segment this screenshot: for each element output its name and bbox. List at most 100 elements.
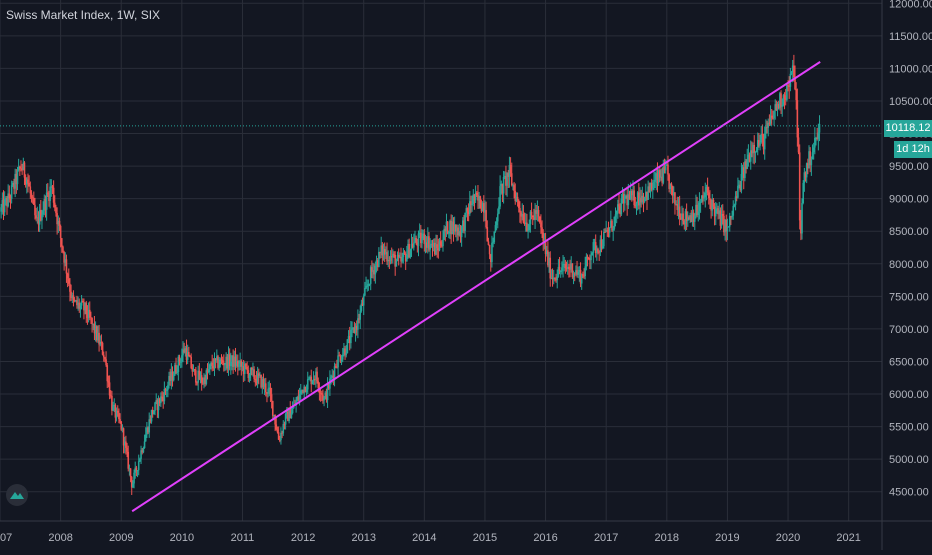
candle-body: [50, 186, 53, 188]
candle-body: [247, 370, 250, 378]
candle-body: [432, 242, 435, 247]
last-price-badge: 10118.12: [884, 120, 932, 137]
candle-body: [586, 256, 589, 259]
candle-body: [256, 373, 259, 384]
candle-body: [493, 231, 496, 243]
candle-body: [209, 364, 211, 370]
candle-body: [193, 369, 196, 371]
candle-body: [174, 365, 176, 376]
candle-body: [139, 458, 141, 462]
candle-body: [266, 392, 268, 394]
candle-body: [109, 395, 112, 397]
candle-body: [453, 224, 456, 232]
candle-body: [428, 236, 430, 250]
candle-body: [418, 232, 421, 234]
candle-body: [794, 77, 796, 90]
candle-body: [526, 222, 528, 232]
candle-body: [686, 217, 689, 221]
candle-body: [424, 242, 427, 245]
candle-body: [706, 187, 709, 193]
candle-body: [787, 85, 789, 87]
candle-body: [704, 192, 707, 198]
candle-body: [817, 132, 820, 139]
candle-body: [774, 104, 777, 111]
candle-body: [169, 376, 171, 381]
candle-body: [578, 269, 581, 272]
candle-body: [80, 300, 83, 306]
candle-body: [591, 252, 593, 256]
candle-body: [170, 371, 173, 381]
candle-body: [57, 220, 60, 225]
candle-body: [662, 166, 665, 183]
candle-body: [732, 205, 735, 216]
candle-body: [562, 264, 564, 268]
candle-body: [748, 154, 751, 162]
candle-body: [668, 174, 670, 189]
candle-body: [721, 213, 724, 216]
candle-body: [220, 359, 223, 361]
candle-body: [315, 371, 317, 380]
tradingview-logo-icon[interactable]: [6, 484, 28, 506]
candle-body: [461, 220, 464, 227]
candle-body: [160, 396, 162, 404]
candle-body: [516, 196, 519, 201]
candle-body: [106, 365, 109, 382]
candle-body: [105, 359, 107, 366]
candle-body: [310, 376, 313, 385]
time-axis[interactable]: 2007 2008 2009 2010 2011 2012 2013 2014 2015 2016…: [0, 520, 932, 544]
candle-body: [332, 375, 335, 379]
candle-body: [615, 210, 618, 215]
candle-body: [587, 258, 590, 260]
candle-body: [570, 263, 573, 270]
candle-body: [361, 303, 364, 306]
grid-lines: [0, 0, 882, 521]
candle-body: [713, 206, 716, 217]
candle-body: [196, 382, 198, 384]
candle-body: [719, 210, 722, 226]
candle-body: [364, 288, 366, 296]
candle-body: [287, 411, 289, 422]
y-tick-label: 10500.00: [889, 96, 932, 108]
candle-body: [569, 268, 571, 270]
price-axis[interactable]: 4500.00 5000.00 5500.00 6000.00 6500.00 7000.…: [881, 0, 932, 550]
trendline[interactable]: [131, 61, 821, 513]
candle-body: [492, 242, 494, 244]
candle-body: [393, 253, 395, 255]
candle-body: [707, 192, 710, 199]
candle-body: [781, 104, 784, 107]
candle-body: [97, 332, 99, 341]
candle-body: [86, 314, 89, 318]
candle-body: [135, 467, 138, 471]
candle-body: [522, 213, 525, 223]
candle-body: [695, 204, 697, 217]
candle-body: [452, 221, 455, 232]
candle-body: [786, 85, 788, 100]
candle-body: [533, 217, 535, 220]
candle-body: [716, 208, 718, 210]
candle-body: [670, 183, 673, 186]
candle-body: [649, 182, 652, 193]
candle-body: [711, 199, 714, 211]
candle-body: [394, 254, 396, 267]
candle-body: [600, 239, 603, 249]
candle-body: [59, 225, 62, 239]
x-tick-label: 2021: [836, 532, 860, 544]
y-tick-label: 8000.00: [889, 259, 929, 271]
candle-body: [527, 230, 529, 232]
candle-body: [422, 233, 424, 239]
candle-body: [226, 356, 229, 369]
candle-body: [741, 167, 744, 175]
candle-body: [629, 190, 632, 200]
candle-body: [638, 192, 640, 206]
candle-body: [37, 217, 40, 225]
candle-body: [197, 370, 199, 383]
candle-body: [633, 190, 635, 206]
candle-body: [441, 245, 443, 247]
candle-body: [249, 367, 252, 375]
candle-body: [415, 237, 417, 243]
candle-body: [692, 212, 695, 222]
candle-body: [282, 424, 285, 434]
candle-body: [604, 231, 606, 233]
candle-body: [79, 305, 82, 309]
